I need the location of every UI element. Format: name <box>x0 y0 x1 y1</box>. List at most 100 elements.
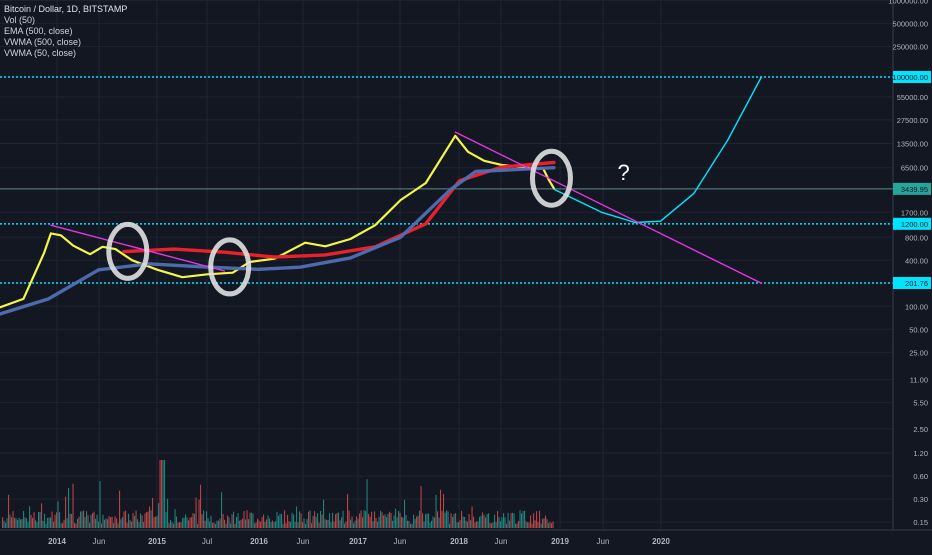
volume-bar <box>396 517 398 528</box>
volume-bar <box>354 520 356 528</box>
time-tick-label: Jul <box>202 537 212 546</box>
volume-bar <box>470 520 472 528</box>
time-tick-label: Jun <box>93 537 106 546</box>
volume-bar <box>249 512 251 528</box>
volume-bar <box>120 519 122 528</box>
volume-bar <box>336 513 338 528</box>
indicator-volume[interactable]: Vol (50) <box>4 15 36 25</box>
volume-bar <box>27 522 29 528</box>
price-label-box <box>893 182 931 195</box>
volume-bar <box>260 521 262 528</box>
volume-bar <box>501 517 503 528</box>
volume-bar <box>165 512 167 528</box>
volume-bar <box>152 497 154 528</box>
volume-bar <box>434 517 436 528</box>
volume-bar <box>99 481 101 528</box>
volume-bar <box>312 515 314 528</box>
volume-bar <box>290 522 292 528</box>
indicator-vwma-500[interactable]: VWMA (500, close) <box>4 37 82 47</box>
volume-bar <box>533 513 535 528</box>
grid <box>0 0 893 530</box>
volume-bar <box>173 523 175 528</box>
price-tick-label: 500000.00 <box>893 20 928 29</box>
chart-title[interactable]: Bitcoin / Dollar, 1D, BITSTAMP <box>4 4 128 14</box>
volume-bar <box>479 516 481 528</box>
volume-bar <box>74 523 76 528</box>
price-tick-label: 1000000.00 <box>888 0 928 6</box>
time-tick-label: 2014 <box>48 537 66 546</box>
volume-bar <box>362 517 364 528</box>
volume-bar <box>423 521 425 528</box>
volume-bar <box>276 511 278 528</box>
volume-bar <box>380 510 382 528</box>
volume-bar <box>243 511 245 528</box>
volume-bar <box>339 520 341 528</box>
volume-bar <box>509 520 511 528</box>
volume-bar <box>375 518 377 528</box>
volume-bar <box>410 523 412 528</box>
volume-bar <box>314 511 316 528</box>
volume-bar <box>98 521 100 528</box>
indicator-ema-500[interactable]: EMA (500, close) <box>4 26 73 36</box>
volume-bar <box>506 523 508 528</box>
volume-bar <box>194 513 196 528</box>
volume-bar <box>221 492 223 528</box>
volume-bar <box>111 516 113 528</box>
volume-bar <box>267 515 269 528</box>
volume-bar <box>299 511 301 528</box>
volume-bar <box>168 523 170 528</box>
highlight-circle <box>529 148 573 208</box>
volume-bar <box>32 517 34 528</box>
volume-bar <box>54 514 56 528</box>
volume-bar <box>78 516 80 528</box>
volume-bar <box>117 523 119 528</box>
volume-bar <box>186 517 188 528</box>
volume-bar <box>18 517 20 528</box>
volume-bar <box>537 521 539 528</box>
volume-bar <box>326 519 328 528</box>
volume-bar <box>159 460 161 528</box>
volume-bar <box>497 510 499 528</box>
volume-bar <box>425 514 427 528</box>
volume-bar <box>5 522 7 528</box>
volume-bar <box>534 520 536 528</box>
price-tick-label: 1.20 <box>913 449 928 458</box>
volume-bar <box>269 518 271 528</box>
volume-bar <box>147 511 149 528</box>
volume-bar <box>248 519 250 528</box>
volume-bar <box>135 510 137 528</box>
volume-bar <box>399 512 401 528</box>
volume-bar <box>416 516 418 528</box>
volume-bar <box>431 520 433 528</box>
volume-bar <box>63 519 65 528</box>
volume-bar <box>108 516 110 528</box>
volume-bar <box>342 510 344 528</box>
volume-bar <box>105 518 107 528</box>
volume-bar <box>498 517 500 528</box>
volume-bar <box>129 520 131 528</box>
volume-bar <box>272 520 274 528</box>
volume-bar <box>278 515 280 528</box>
series-line-trendline-4 <box>50 224 226 272</box>
volume-bar <box>41 503 43 528</box>
volume-bar <box>350 519 352 528</box>
volume-bar <box>33 512 35 528</box>
volume-bar <box>461 510 463 528</box>
price-tick-label: 0.60 <box>913 472 928 481</box>
volume-bar <box>449 523 451 528</box>
volume-bar <box>282 523 284 528</box>
volume-bar <box>474 522 476 528</box>
volume-bar <box>275 521 277 528</box>
volume-bar <box>492 522 494 528</box>
volume-bar <box>411 523 413 528</box>
time-tick-label: 2016 <box>250 537 268 546</box>
price-label-box <box>893 71 931 83</box>
volume-bar <box>96 514 98 528</box>
volume-bar <box>488 513 490 528</box>
volume-bar <box>134 515 136 528</box>
indicator-vwma-50[interactable]: VWMA (50, close) <box>4 48 77 58</box>
price-tick-label: 25.00 <box>909 348 928 357</box>
volume-bar <box>390 512 392 528</box>
